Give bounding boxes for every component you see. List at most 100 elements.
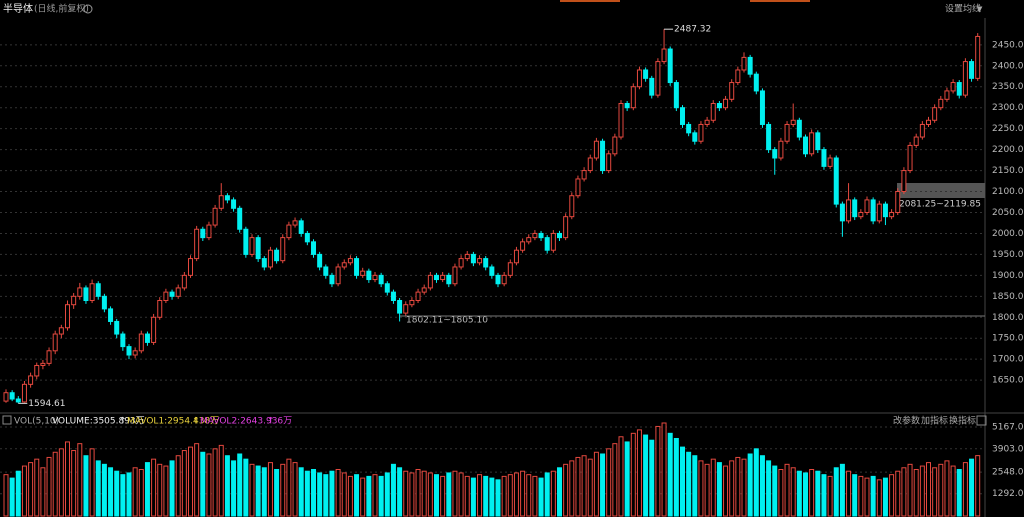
chart-title: 半导体: [3, 2, 33, 15]
candle-body: [532, 232, 538, 239]
candle-body: [686, 123, 692, 134]
volume-bar: [975, 455, 981, 517]
volume-bar: [175, 455, 181, 517]
y-tick-label: 2250.00: [992, 124, 1024, 134]
candle-body: [354, 258, 360, 276]
candle-body: [46, 350, 52, 364]
candle-body: [470, 253, 476, 264]
button[interactable]: 改参数: [893, 415, 920, 427]
y-tick-label: 2450.00: [992, 40, 1024, 50]
candle-body: [501, 274, 507, 285]
close-button[interactable]: [976, 415, 987, 426]
ma-settings[interactable]: 设置均线: [945, 3, 981, 15]
candle-body: [815, 132, 821, 151]
top-accent: [560, 0, 620, 2]
volume-bar: [212, 448, 218, 517]
range-label: 2081.25~2119.85: [899, 200, 981, 210]
candle-body: [889, 211, 895, 218]
candle-body: [606, 153, 612, 172]
candle-body: [206, 224, 212, 239]
volume-bar: [901, 467, 907, 517]
volume-bar: [692, 455, 698, 517]
volume-bar: [286, 458, 292, 517]
candle-body: [157, 300, 163, 318]
volume-bar: [378, 475, 384, 517]
volume-bar: [643, 434, 649, 517]
candle-body: [716, 103, 722, 109]
volume-bar: [501, 475, 507, 517]
volume-bar: [753, 448, 759, 517]
volume-bar: [360, 477, 366, 517]
candle-body: [347, 258, 353, 264]
candle-body: [384, 283, 390, 293]
candle-body: [876, 203, 882, 222]
volume-bar: [882, 477, 888, 517]
y-tick-label: 2150.00: [992, 166, 1024, 176]
volume-bar: [557, 467, 562, 517]
volume-bar: [686, 451, 692, 517]
volume-bar: [46, 456, 52, 517]
candle-body: [956, 82, 962, 96]
volume-bar: [815, 470, 821, 517]
candle-body: [895, 191, 901, 213]
candle-body: [870, 199, 876, 222]
candle-body: [680, 107, 685, 125]
volume-bar: [956, 468, 962, 517]
candle-body: [224, 195, 230, 201]
candle-body: [636, 69, 642, 88]
y-tick-label: 1292.00: [992, 489, 1024, 499]
volume-bar: [304, 470, 310, 517]
candle-body: [950, 82, 956, 92]
candle-body: [28, 375, 34, 385]
candle-body: [778, 140, 784, 159]
candle-body: [169, 291, 175, 297]
volume-bar: [950, 465, 956, 517]
volume-bar: [366, 475, 372, 517]
volume-text: VOLUME:3505.893万: [52, 417, 145, 427]
candle-body: [661, 48, 667, 63]
y-tick-label: 2350.00: [992, 82, 1024, 92]
volume-bar: [421, 470, 427, 517]
y-tick-label: 2300.00: [992, 103, 1024, 113]
volume-bar: [790, 467, 796, 517]
candle-body: [434, 274, 439, 281]
volume-bar: [317, 472, 323, 517]
dropdown-arrow: ▼: [977, 5, 983, 13]
candle-body: [839, 203, 845, 222]
candle-body: [194, 228, 200, 260]
volume-bar: [200, 451, 206, 517]
volume-bar: [434, 474, 439, 517]
indicator-checkbox[interactable]: [2, 415, 12, 425]
y-tick-label: 3903.00: [992, 444, 1024, 454]
arrow: ↑: [119, 417, 127, 427]
candle-body: [446, 274, 452, 285]
volume-bar: [415, 468, 421, 517]
volume-bar: [618, 436, 624, 517]
volume-bar: [889, 474, 895, 517]
settings-icon[interactable]: [83, 4, 93, 14]
candle-body: [114, 320, 120, 335]
button[interactable]: 加指标: [921, 415, 948, 427]
candle-body: [317, 253, 323, 268]
candle-body: [212, 207, 218, 226]
candle-body: [563, 216, 569, 239]
volume-bar: [932, 467, 938, 517]
candle-body: [323, 266, 329, 276]
volume-bar: [833, 467, 839, 517]
candle-body: [311, 241, 316, 255]
candle-body: [286, 224, 292, 239]
volume-bar: [698, 460, 704, 517]
low-label: 1594.61: [28, 399, 65, 409]
volume-bar: [858, 475, 864, 517]
candle-body: [858, 211, 864, 218]
volume-bar: [409, 472, 415, 517]
candle-body: [120, 333, 126, 348]
candle-body: [415, 291, 421, 302]
high-label: 2487.32: [674, 25, 711, 35]
volume-bar: [470, 477, 476, 517]
y-tick-label: 1800.00: [992, 313, 1024, 323]
candle-body: [89, 283, 95, 302]
button[interactable]: 换指标: [949, 415, 976, 427]
volume-bar: [710, 458, 716, 517]
volume-bar: [655, 425, 661, 517]
